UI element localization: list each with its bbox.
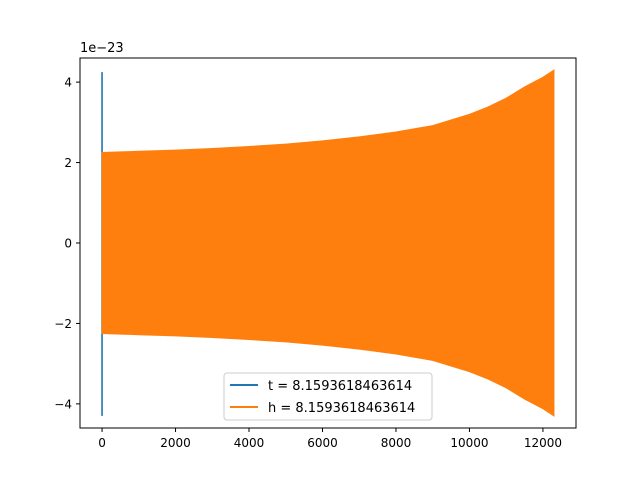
legend: t = 8.1593618463614 h = 8.1593618463614 (223, 372, 433, 421)
x-axis-ticks: 0 2000 4000 6000 8000 10000 12000 (98, 428, 562, 450)
y-tick-label: 2 (64, 156, 72, 170)
series-layer (101, 69, 555, 417)
y-tick-label: −4 (54, 397, 72, 411)
y-tick-label: 4 (64, 76, 72, 90)
x-tick-label: 4000 (234, 436, 265, 450)
legend-box (223, 372, 433, 421)
y-offset-text: 1e−23 (80, 41, 124, 56)
y-tick-label: 0 (64, 237, 72, 251)
y-axis-ticks: −4 −2 0 2 4 (54, 76, 80, 411)
y-tick-label: −2 (54, 317, 72, 331)
x-tick-label: 2000 (160, 436, 191, 450)
x-tick-label: 6000 (307, 436, 338, 450)
x-tick-label: 8000 (381, 436, 412, 450)
series-h-envelope (101, 69, 555, 417)
x-tick-label: 0 (98, 436, 106, 450)
x-tick-label: 10000 (450, 436, 488, 450)
legend-label-t: t = 8.1593618463614 (268, 379, 412, 394)
legend-label-h: h = 8.1593618463614 (268, 401, 415, 416)
x-tick-label: 12000 (524, 436, 562, 450)
